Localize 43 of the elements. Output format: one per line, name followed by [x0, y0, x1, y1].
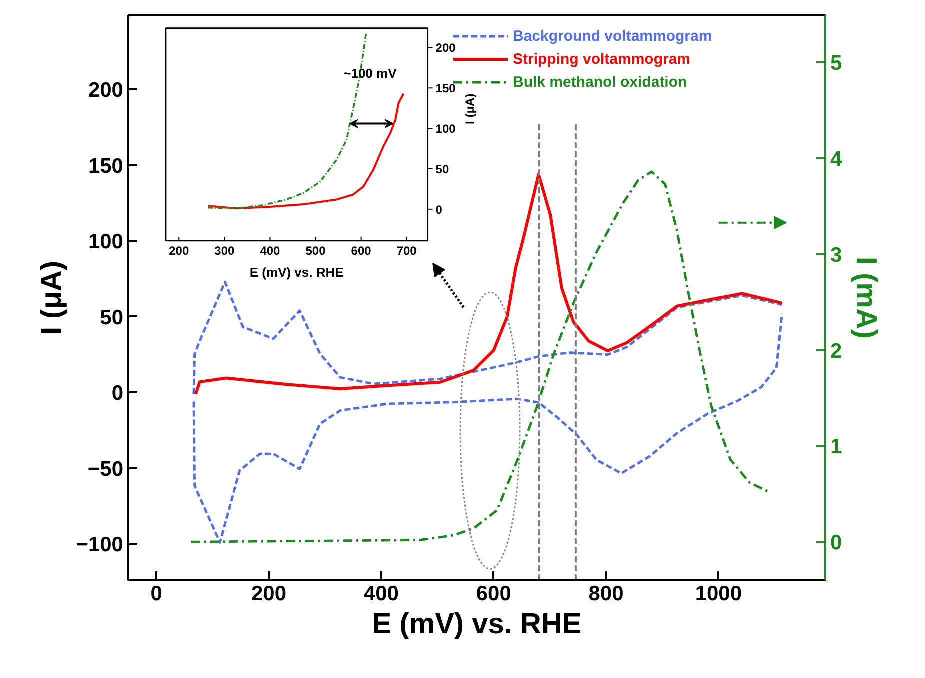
x-tick-label: 400: [364, 582, 399, 606]
x-tick-label: 600: [476, 582, 512, 606]
y2-tick-label: 5: [830, 52, 842, 76]
legend-label: Stripping voltammogram: [513, 50, 691, 69]
x-axis-title: E (mV) vs. RHE: [250, 264, 344, 280]
line-series: [207, 92, 405, 210]
legend-label: Background voltammogram: [513, 26, 712, 46]
legend-label: Bulk methanol oxidation: [513, 72, 688, 92]
x-axis-title: E (mV) vs. RHE: [372, 608, 582, 640]
annotation: ~100 mV: [344, 66, 398, 82]
y-tick-label: 200: [88, 79, 124, 102]
y-tick-label: 200: [436, 41, 456, 56]
y-axis-title: I (μA): [36, 260, 68, 336]
x-tick-label: 1000: [695, 582, 742, 606]
y-axis-title: I (μA): [462, 94, 477, 124]
x-tick-label: 700: [396, 244, 418, 258]
y-tick-label: −100: [76, 534, 124, 557]
line-series: [194, 173, 784, 396]
y-tick-label: 0: [112, 382, 124, 406]
y-tick-label: 100: [436, 122, 456, 136]
y-tick-label: 100: [88, 230, 124, 254]
y-tick-label: 50: [436, 162, 450, 176]
x-tick-label: 300: [214, 244, 236, 258]
y-tick-label: −50: [88, 458, 124, 481]
x-tick-label: 200: [252, 582, 287, 606]
x-tick-label: 400: [260, 244, 281, 258]
y-tick-label: 150: [436, 82, 456, 96]
y-tick-label: 150: [88, 154, 124, 178]
x-tick-label: 200: [169, 244, 190, 258]
y-tick-label: 50: [100, 306, 124, 330]
y2-tick-label: 0: [830, 532, 842, 555]
line-series: [192, 312, 784, 544]
y2-tick-label: 4: [830, 148, 842, 171]
y2-tick-label: 3: [830, 244, 842, 267]
y2-axis-title: I (mA): [850, 256, 882, 340]
x-tick-label: 0: [150, 582, 162, 606]
y-tick-label: 0: [436, 202, 443, 217]
y2-tick-label: 1: [830, 436, 842, 459]
line-series: [192, 280, 784, 396]
x-tick-label: 600: [351, 244, 372, 258]
y2-tick-label: 2: [830, 340, 842, 363]
x-tick-label: 800: [588, 582, 624, 606]
x-tick-label: 500: [306, 244, 326, 258]
